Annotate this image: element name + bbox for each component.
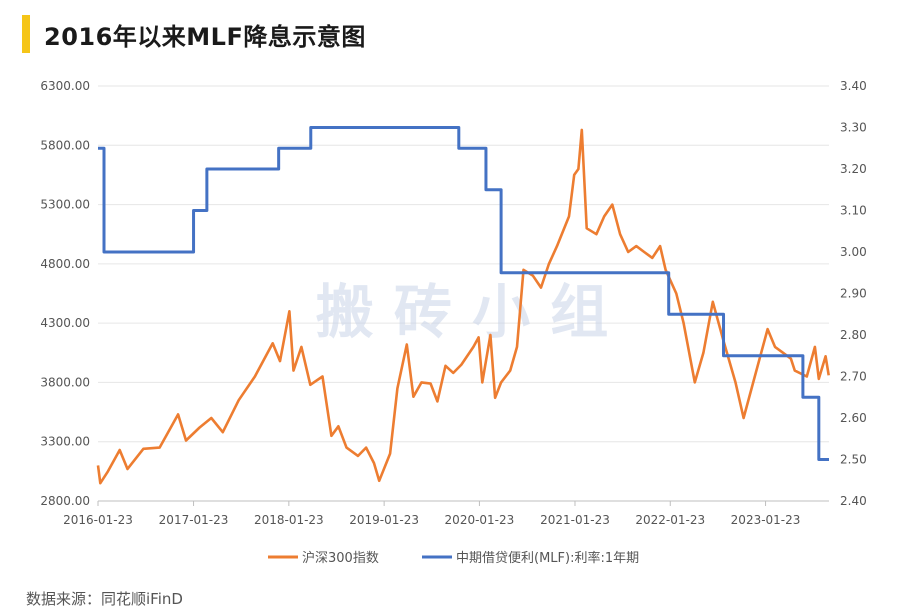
- y-left-tick-label: 2800.00: [40, 494, 90, 508]
- legend: 沪深300指数 中期借贷便利(MLF):利率:1年期: [268, 550, 639, 566]
- x-tick-label: 2018-01-23: [254, 513, 324, 527]
- y-right-tick-label: 2.50: [840, 453, 867, 467]
- x-tick-label: 2023-01-23: [731, 513, 801, 527]
- y-right-tick-label: 2.80: [840, 328, 867, 342]
- y-left-tick-label: 5300.00: [40, 198, 90, 212]
- csi300-line: [96, 128, 830, 485]
- y-left-tick-label: 4800.00: [40, 257, 90, 271]
- y-right-tick-label: 3.00: [840, 245, 867, 259]
- y-left-tick-label: 5800.00: [40, 138, 90, 152]
- y-right-tick-label: 3.40: [840, 79, 867, 93]
- y-right-tick-label: 3.20: [840, 162, 867, 176]
- x-tick-label: 2022-01-23: [635, 513, 705, 527]
- data-source: 数据来源：同花顺iFinD: [26, 590, 183, 608]
- title-accent-bar: [22, 15, 30, 53]
- y-right-tick-label: 2.40: [840, 494, 867, 508]
- chart: 搬 砖 小 组 6300.00 5800.00 5300.00 4800.00 4300…: [40, 79, 867, 566]
- y-right-tick-label: 3.30: [840, 121, 867, 135]
- legend-item-mlf-label: 中期借贷便利(MLF):利率:1年期: [456, 550, 639, 566]
- x-tick-labels: 2016-01-23 2017-01-23 2018-01-23 2019-01-23…: [63, 513, 800, 527]
- x-tick-label: 2016-01-23: [63, 513, 133, 527]
- y-right-tick-label: 2.60: [840, 411, 867, 425]
- x-tick-label: 2020-01-23: [445, 513, 515, 527]
- x-tick-label: 2019-01-23: [349, 513, 419, 527]
- y-right-tick-label: 2.70: [840, 370, 867, 384]
- watermark: 搬 砖 小 组: [316, 278, 609, 346]
- mlf-rate-line: [98, 126, 829, 461]
- y-right-tick-labels: 3.40 3.30 3.20 3.10 3.00 2.90 2.80 2.70 2.60 2.50…: [840, 79, 867, 508]
- y-left-tick-label: 4300.00: [40, 316, 90, 330]
- x-tick-label: 2021-01-23: [540, 513, 610, 527]
- y-left-tick-label: 3800.00: [40, 375, 90, 389]
- chart-title: 2016年以来MLF降息示意图: [44, 22, 366, 51]
- y-left-tick-labels: 6300.00 5800.00 5300.00 4800.00 4300.00 3800.…: [40, 79, 90, 508]
- series-lines: [96, 126, 830, 485]
- title-bar: 2016年以来MLF降息示意图: [22, 14, 366, 54]
- y-left-tick-label: 3300.00: [40, 435, 90, 449]
- gridlines: [97, 85, 829, 506]
- x-tick-label: 2017-01-23: [159, 513, 229, 527]
- y-right-tick-label: 3.10: [840, 204, 867, 218]
- y-left-tick-label: 6300.00: [40, 79, 90, 93]
- legend-item-csi300-label: 沪深300指数: [302, 550, 379, 566]
- watermark-text: 搬 砖 小 组: [316, 278, 609, 346]
- y-right-tick-label: 2.90: [840, 287, 867, 301]
